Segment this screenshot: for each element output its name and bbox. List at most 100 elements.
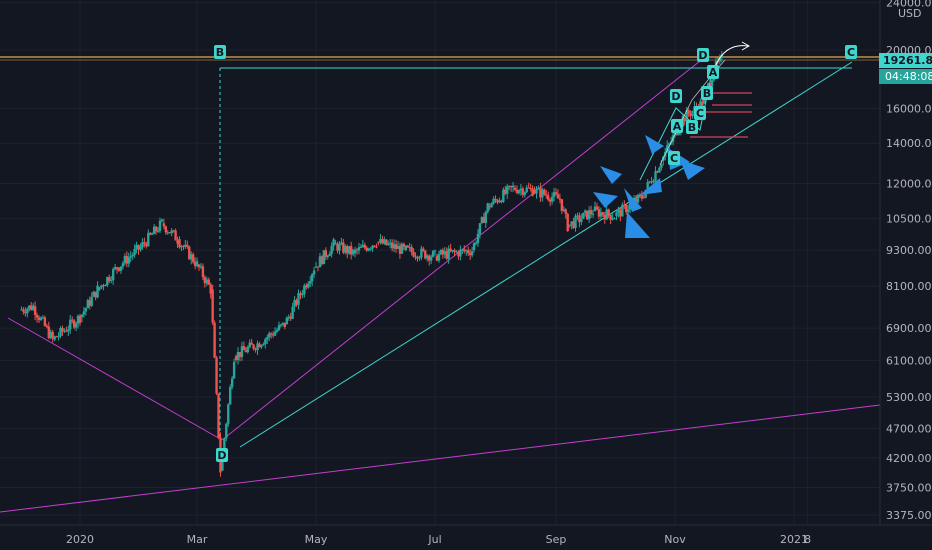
candle-body bbox=[43, 317, 47, 326]
candle-body bbox=[665, 145, 669, 152]
candle-body bbox=[578, 215, 581, 223]
price-tick-label: 10500.00 bbox=[886, 212, 932, 225]
last-price-label: 19261.88 bbox=[883, 54, 932, 67]
candle-body bbox=[453, 250, 456, 252]
candle-body bbox=[248, 342, 251, 348]
candle-body bbox=[611, 218, 614, 220]
candle-body bbox=[33, 306, 37, 316]
candle-body bbox=[285, 317, 288, 325]
candle-body bbox=[496, 200, 499, 203]
pattern-label: D bbox=[671, 90, 680, 103]
candle-body bbox=[178, 239, 181, 248]
arrow-marker bbox=[645, 135, 664, 154]
candle-body bbox=[125, 256, 129, 264]
candle-body bbox=[552, 192, 556, 197]
candle-body bbox=[650, 181, 653, 183]
candle-body bbox=[283, 322, 287, 327]
candle-body bbox=[326, 255, 329, 257]
candle-body bbox=[492, 198, 495, 204]
candle-body bbox=[182, 246, 185, 248]
candle-body bbox=[28, 305, 31, 309]
candle-body bbox=[658, 167, 661, 173]
candle-body bbox=[199, 266, 203, 268]
candle-body bbox=[166, 232, 169, 234]
candle-body bbox=[424, 250, 427, 259]
candle-body bbox=[281, 322, 285, 325]
candle-body bbox=[100, 285, 103, 288]
candle-body bbox=[349, 246, 353, 255]
candle-body bbox=[414, 256, 417, 258]
candle-body bbox=[574, 215, 577, 228]
candle-body bbox=[117, 267, 121, 271]
arrow-marker bbox=[600, 166, 622, 184]
candle-body bbox=[289, 316, 292, 319]
candle-body bbox=[121, 263, 125, 267]
candle-body bbox=[572, 221, 575, 228]
candle-body bbox=[486, 203, 489, 213]
candle-body bbox=[660, 164, 663, 168]
candle-body bbox=[390, 242, 394, 249]
candle-body bbox=[513, 187, 517, 190]
candle-body bbox=[586, 210, 589, 220]
candle-body bbox=[560, 199, 564, 211]
candle-body bbox=[476, 234, 480, 244]
candle-body bbox=[687, 110, 690, 115]
candle-body bbox=[400, 243, 404, 254]
candle-body bbox=[638, 194, 642, 196]
candle-body bbox=[269, 333, 273, 335]
candle-body bbox=[484, 212, 487, 223]
candle-body bbox=[455, 251, 458, 253]
candle-body bbox=[504, 189, 507, 194]
candle-body bbox=[86, 300, 90, 309]
candle-body bbox=[209, 284, 212, 294]
candle-body bbox=[410, 247, 413, 252]
candle-body bbox=[706, 83, 710, 89]
candle-body bbox=[320, 256, 324, 265]
price-axis[interactable] bbox=[880, 0, 932, 525]
candle-body bbox=[127, 257, 130, 264]
candle-body bbox=[201, 266, 205, 278]
candle-body bbox=[271, 334, 275, 336]
candle-body bbox=[230, 378, 234, 387]
time-axis[interactable] bbox=[0, 525, 932, 550]
candle-body bbox=[314, 266, 318, 268]
candle-body bbox=[527, 187, 530, 189]
candle-body bbox=[137, 244, 140, 250]
candle-body bbox=[111, 269, 115, 280]
candle-body bbox=[324, 250, 328, 257]
candle-body bbox=[404, 245, 407, 251]
pattern-label-bg bbox=[697, 48, 709, 62]
candle-body bbox=[461, 249, 464, 251]
pattern-label: D bbox=[698, 49, 707, 62]
candle-body bbox=[240, 346, 244, 357]
candle-body bbox=[275, 329, 279, 332]
candle-body bbox=[129, 256, 132, 258]
candle-body bbox=[344, 246, 347, 253]
candle-body bbox=[20, 309, 23, 311]
marker-target: C bbox=[847, 46, 855, 59]
candle-body bbox=[351, 249, 355, 255]
candle-body bbox=[232, 361, 236, 379]
price-tick-label: 24000.00 bbox=[886, 0, 932, 9]
candle-body bbox=[457, 251, 460, 257]
candle-body bbox=[287, 316, 290, 318]
teal-trend-line bbox=[239, 61, 853, 448]
candle-body bbox=[82, 311, 86, 315]
time-tick-label: 2020 bbox=[66, 533, 94, 546]
wedge-line-upper bbox=[221, 56, 706, 441]
candle-body bbox=[648, 181, 651, 183]
marker-start-bg bbox=[214, 45, 226, 59]
candle-body bbox=[154, 226, 158, 232]
candle-body bbox=[521, 188, 525, 195]
candle-body bbox=[619, 209, 622, 217]
candle-body bbox=[193, 262, 197, 267]
candle-body bbox=[246, 347, 249, 353]
candle-body bbox=[652, 180, 655, 183]
candle-body bbox=[435, 255, 439, 261]
candle-body bbox=[437, 254, 441, 261]
candle-body bbox=[98, 287, 101, 290]
candle-body bbox=[472, 243, 476, 251]
candle-body bbox=[70, 319, 74, 321]
